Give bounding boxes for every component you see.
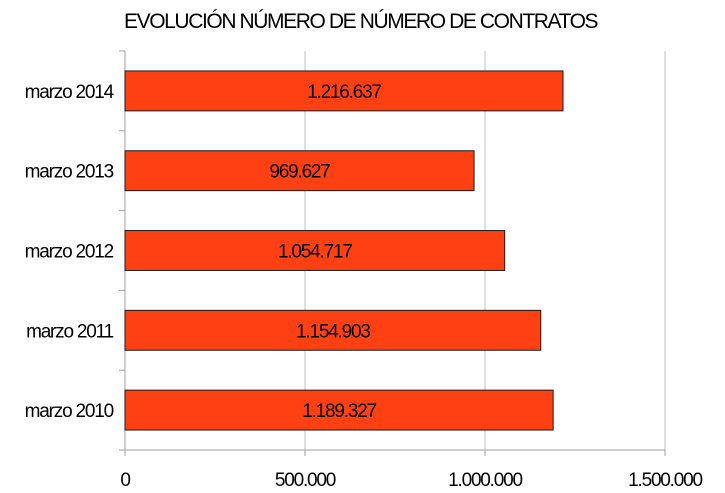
category-label: marzo 2012 <box>25 242 114 263</box>
bar-value-label: 1.054.717 <box>278 242 352 263</box>
labels: 0 500.000 1.000.000 1.500.000 1.216.637 marzo… <box>25 82 704 491</box>
bar-value-label: 1.189.327 <box>302 401 376 422</box>
bar-value-label: 1.216.637 <box>307 82 381 103</box>
chart-title: EVOLUCIÓN NÚMERO DE NÚMERO DE CONTRATOS <box>124 10 599 33</box>
bar <box>124 70 564 112</box>
bar <box>124 389 554 431</box>
bar <box>124 230 506 271</box>
x-tick-label: 1.500.000 <box>628 470 702 491</box>
bar <box>124 150 475 192</box>
category-label: marzo 2014 <box>25 82 115 103</box>
category-label: marzo 2013 <box>25 162 114 183</box>
bar-value-label: 1.154.903 <box>296 321 370 342</box>
x-tick-label: 500.000 <box>275 470 336 491</box>
category-label: marzo 2010 <box>25 401 114 422</box>
bar-value-label: 969.627 <box>269 162 330 183</box>
category-label: marzo 2011 <box>26 321 114 342</box>
x-tick-label: 1.000.000 <box>448 470 522 491</box>
x-tick-label: 0 <box>120 470 130 491</box>
bar <box>124 309 542 351</box>
bars <box>124 70 564 431</box>
